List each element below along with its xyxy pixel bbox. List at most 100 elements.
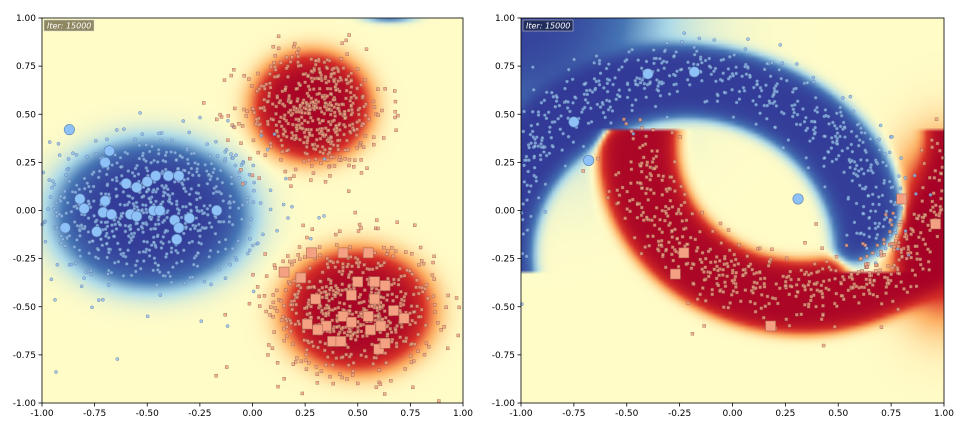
sample-point-red [399, 289, 403, 294]
sample-point-blue [88, 189, 93, 194]
sample-point-red [292, 174, 296, 178]
sample-point-blue [54, 210, 59, 215]
sample-point-blue [859, 167, 864, 171]
sample-point-blue [185, 145, 190, 150]
sample-point-blue [849, 129, 854, 134]
sample-point-red [331, 260, 336, 265]
sample-point-blue [91, 184, 96, 189]
sample-point-blue [169, 250, 174, 254]
sample-point-red [304, 107, 308, 111]
sample-point-red [335, 325, 339, 329]
sample-point-blue [230, 247, 235, 251]
sample-point-blue [153, 227, 158, 231]
sample-point-red [222, 78, 227, 82]
sample-point-red [320, 145, 325, 149]
sample-point-red [812, 282, 816, 286]
sample-point-red [909, 255, 913, 260]
sample-point-red [376, 314, 380, 318]
sample-point-red [312, 76, 317, 81]
sample-point-blue [525, 183, 530, 187]
highlight-points [568, 66, 941, 332]
sample-point-blue [96, 256, 100, 261]
sample-point-blue [202, 226, 207, 231]
y-tick-label: -0.75 [492, 351, 515, 361]
sample-point-red [852, 282, 856, 286]
sample-point-blue [890, 185, 895, 189]
sample-point-blue [765, 103, 770, 108]
sample-point-blue [196, 183, 201, 188]
sample-point-blue [530, 129, 535, 134]
sample-point-blue [755, 79, 759, 83]
red-point [352, 276, 364, 288]
sample-point-red [349, 79, 353, 83]
sample-point-red [269, 144, 273, 149]
sample-point-red [423, 287, 428, 291]
sample-point-red [763, 304, 768, 308]
sample-point-red [834, 291, 839, 296]
red-point [765, 320, 776, 332]
sample-point-red [796, 277, 801, 282]
sample-point-blue [151, 268, 156, 273]
sample-point-red [349, 113, 353, 117]
sample-point-red [713, 260, 718, 264]
sample-point-blue [228, 194, 233, 198]
sample-point-blue [590, 90, 595, 94]
sample-point-red [318, 87, 322, 91]
sample-point-red [337, 288, 341, 293]
sample-point-red [666, 214, 670, 218]
sample-point-red [581, 169, 585, 173]
sample-point-red [758, 246, 762, 251]
sample-point-blue [223, 247, 228, 251]
sample-point-blue [145, 240, 149, 244]
sample-point-blue [165, 215, 169, 220]
sample-point-red [309, 315, 313, 320]
sample-point-red [937, 214, 941, 218]
sample-point-blue [72, 220, 77, 224]
red-point [362, 311, 374, 322]
sample-point-red [931, 205, 935, 209]
sample-point-red [226, 138, 230, 142]
sample-point-red [892, 248, 896, 252]
sample-point-blue [737, 89, 742, 94]
sample-point-red [373, 318, 378, 323]
sample-point-red [383, 351, 388, 355]
sample-point-blue [884, 209, 889, 214]
sample-point-blue [220, 180, 225, 185]
sample-point-red [322, 111, 327, 116]
sample-point-blue [106, 283, 111, 287]
sample-point-red [748, 299, 753, 304]
sample-point-red [364, 47, 369, 51]
sample-point-red [905, 237, 909, 241]
sample-point-red [282, 127, 286, 131]
sample-point-red [327, 298, 331, 303]
sample-point-red [359, 353, 363, 357]
sample-point-red [292, 259, 296, 263]
sample-point-blue [194, 191, 199, 195]
sample-point-red [888, 218, 892, 222]
sample-point-red [721, 290, 725, 294]
sample-point-red [348, 129, 352, 134]
sample-point-blue [675, 69, 679, 73]
sample-point-blue [99, 220, 104, 224]
sample-point-red [374, 385, 379, 389]
sample-point-blue [856, 143, 861, 148]
red-point [678, 247, 690, 259]
sample-point-red [349, 71, 354, 76]
sample-point-blue [145, 314, 150, 319]
sample-point-red [283, 113, 287, 117]
sample-point-blue [680, 40, 684, 44]
sample-point-red [359, 171, 364, 175]
sample-point-blue [233, 255, 238, 260]
sample-point-red [879, 325, 884, 329]
sample-point-red [279, 298, 283, 303]
sample-point-red [295, 51, 299, 55]
sample-point-red [754, 271, 759, 275]
sample-point-red [373, 251, 377, 255]
sample-point-red [242, 74, 246, 78]
sample-point-blue [882, 181, 886, 185]
sample-point-red [367, 267, 372, 272]
sample-point-blue [780, 61, 785, 65]
sample-point-blue [827, 122, 831, 126]
sample-point-red [288, 100, 293, 105]
sample-point-blue [166, 270, 171, 275]
